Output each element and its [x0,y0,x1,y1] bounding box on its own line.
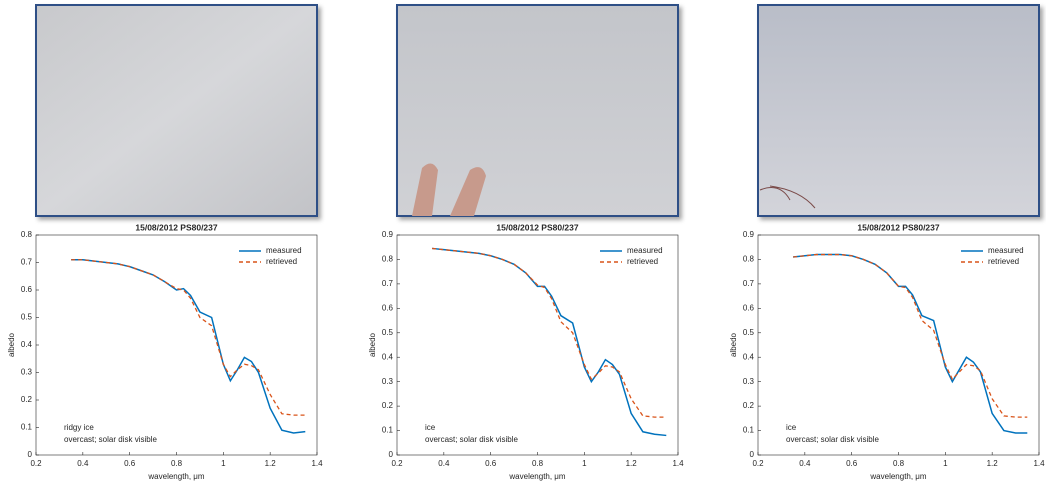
x-tick-label: 1 [582,459,587,468]
y-tick-label: 0.9 [382,230,394,239]
photo-detail [759,185,816,209]
x-tick-label: 1.2 [626,459,638,468]
chart-title: 15/08/2012 PS80/237 [857,222,940,232]
y-tick-label: 0 [750,450,755,459]
y-tick-label: 0 [28,450,33,459]
x-tick-label: 1.4 [672,459,684,468]
x-tick-label: 0.2 [391,459,403,468]
annotation: ice [425,423,436,432]
series-line [71,259,306,416]
series-line [793,253,1028,418]
annotation: ice [786,423,797,432]
y-tick-label: 0.1 [743,426,755,435]
y-tick-label: 0.8 [382,255,394,264]
x-tick-label: 0.2 [30,459,42,468]
chart-title: 15/08/2012 PS80/237 [496,222,579,232]
plot-area [35,234,318,456]
x-tick-label: 1.2 [265,459,277,468]
y-axis-label: albedo [729,332,738,357]
x-tick-label: 0.8 [893,459,905,468]
y-tick-label: 0.5 [382,328,394,337]
x-tick-label: 0.4 [799,459,811,468]
series-line [432,247,667,418]
x-axis-label: wavelength, μm [508,472,566,481]
y-tick-label: 0.7 [21,258,33,267]
y-tick-label: 0.6 [21,285,33,294]
x-tick-label: 0.4 [77,459,89,468]
y-tick-label: 0.1 [21,423,33,432]
y-tick-label: 0.3 [743,377,755,386]
y-tick-label: 0.2 [382,401,394,410]
x-tick-label: 1 [221,459,226,468]
y-tick-label: 0.2 [743,401,755,410]
x-tick-label: 0.8 [532,459,544,468]
y-tick-label: 0.4 [21,340,33,349]
x-tick-label: 0.6 [485,459,497,468]
x-tick-label: 0.6 [124,459,136,468]
annotation: ridgy ice [64,423,94,432]
legend-label: measured [988,246,1024,255]
legend-label: retrieved [988,257,1019,266]
x-tick-label: 0.8 [171,459,183,468]
legend-label: retrieved [627,257,658,266]
legend-label: measured [266,246,302,255]
y-tick-label: 0.1 [382,426,394,435]
plot-area [757,234,1040,456]
photo [35,4,318,217]
y-tick-label: 0.8 [21,230,33,239]
photo [757,4,1040,217]
chart-title: 15/08/2012 PS80/237 [135,222,218,232]
y-tick-label: 0.5 [743,328,755,337]
y-tick-label: 0.6 [743,303,755,312]
y-axis-label: albedo [368,332,377,357]
y-tick-label: 0.5 [21,313,33,322]
y-tick-label: 0.6 [382,303,394,312]
x-tick-label: 0.6 [846,459,858,468]
y-tick-label: 0.2 [21,395,33,404]
annotation: overcast; solar disk visible [786,435,879,444]
y-tick-label: 0.4 [382,352,394,361]
x-tick-label: 0.4 [438,459,450,468]
x-tick-label: 1.4 [311,459,323,468]
plot-area [396,234,679,456]
y-tick-label: 0.7 [382,279,394,288]
y-tick-label: 0 [389,450,394,459]
x-tick-label: 1.4 [1033,459,1045,468]
legend-label: retrieved [266,257,297,266]
x-tick-label: 1.2 [987,459,999,468]
y-tick-label: 0.7 [743,279,755,288]
annotation: overcast; solar disk visible [425,435,518,444]
photo-fingers [412,163,486,216]
x-axis-label: wavelength, μm [869,472,927,481]
legend-label: measured [627,246,663,255]
y-tick-label: 0.9 [743,230,755,239]
y-axis-label: albedo [7,332,16,357]
x-axis-label: wavelength, μm [147,472,205,481]
photo [396,4,679,217]
x-tick-label: 0.2 [752,459,764,468]
y-tick-label: 0.4 [743,352,755,361]
y-tick-label: 0.8 [743,255,755,264]
y-tick-label: 0.3 [382,377,394,386]
x-tick-label: 1 [943,459,948,468]
annotation: overcast; solar disk visible [64,435,157,444]
y-tick-label: 0.3 [21,368,33,377]
